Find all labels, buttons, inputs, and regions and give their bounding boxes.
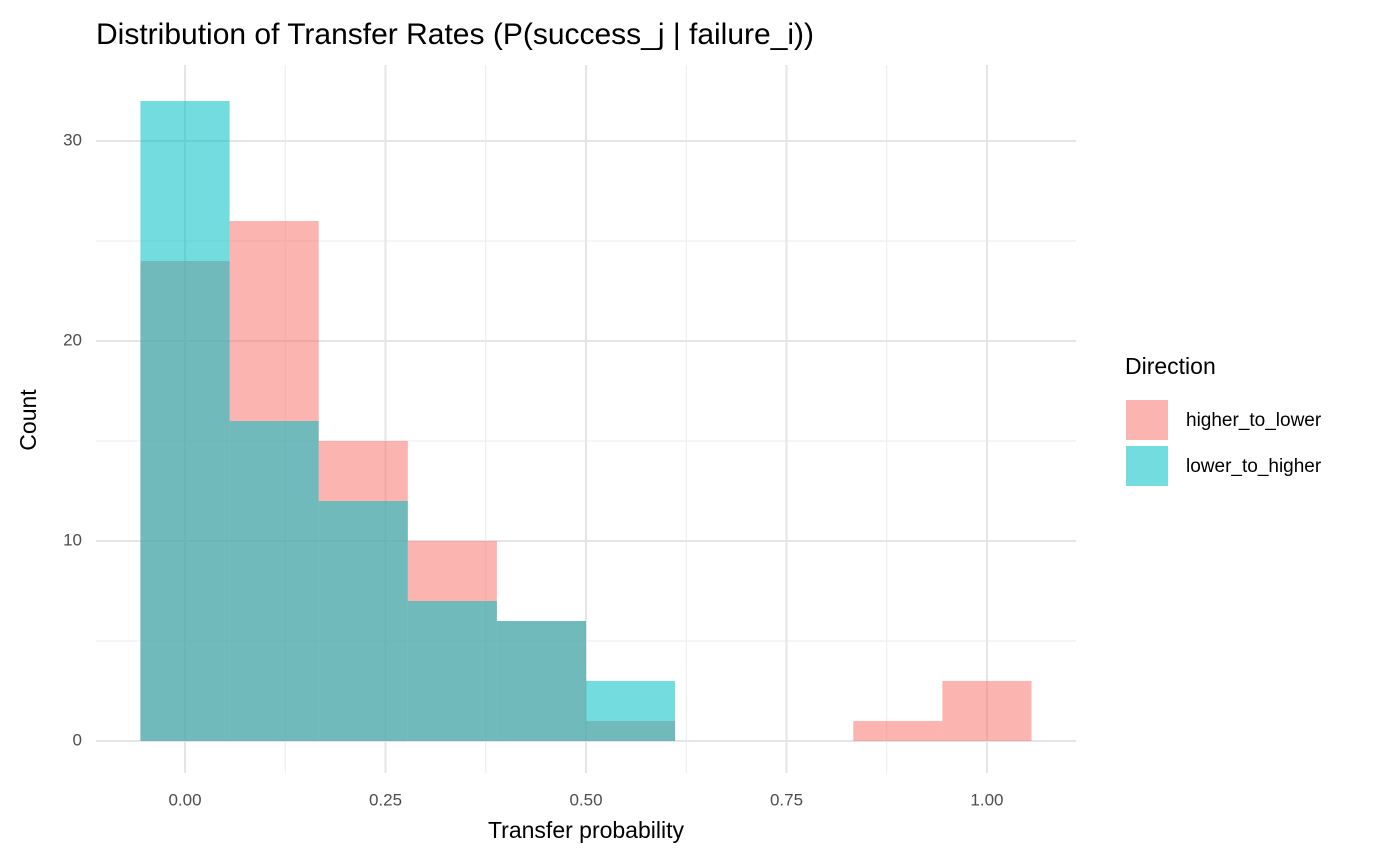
legend-label: lower_to_higher — [1186, 456, 1322, 477]
x-tick-label: 0.50 — [569, 790, 602, 809]
legend-title: Direction — [1125, 353, 1216, 379]
histogram-bar — [318, 501, 408, 741]
x-tick-label: 0.25 — [369, 790, 402, 809]
x-tick-label: 1.00 — [970, 790, 1003, 809]
legend-label: higher_to_lower — [1186, 410, 1322, 431]
y-axis-label: Count — [15, 389, 41, 451]
histogram-bar — [496, 621, 586, 741]
y-tick-label: 10 — [63, 530, 82, 549]
y-tick-label: 20 — [63, 330, 82, 349]
histogram-bar — [140, 101, 230, 741]
histogram-bar — [586, 681, 676, 741]
histogram-bar — [407, 601, 497, 741]
histogram-bar — [853, 721, 943, 741]
y-tick-label: 30 — [63, 130, 82, 149]
x-tick-label: 0.75 — [770, 790, 803, 809]
legend-swatch — [1126, 446, 1168, 486]
y-tick-label: 0 — [73, 730, 82, 749]
legend-swatch — [1126, 400, 1168, 440]
x-tick-label: 0.00 — [168, 790, 201, 809]
histogram-bar — [229, 421, 319, 741]
x-axis-label: Transfer probability — [488, 817, 685, 843]
chart-title: Distribution of Transfer Rates (P(succes… — [96, 18, 814, 51]
histogram-bar — [942, 681, 1032, 741]
